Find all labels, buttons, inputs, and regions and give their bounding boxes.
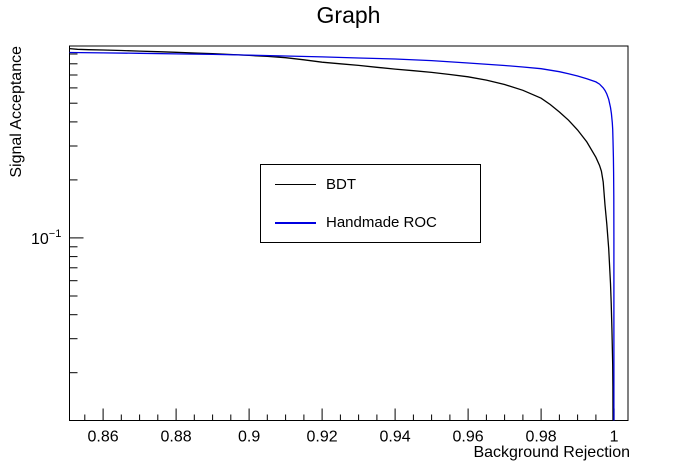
- legend-entry-handmade-roc: Handmade ROC: [261, 204, 480, 243]
- x-tick-label-0.96: 0.96: [453, 429, 484, 446]
- x-tick-label-0.94: 0.94: [380, 429, 411, 446]
- x-tick-label-0.92: 0.92: [307, 429, 338, 446]
- curves: [69, 47, 615, 421]
- legend-entry-bdt: BDT: [261, 165, 480, 204]
- curve-handmade-roc: [69, 51, 615, 421]
- x-tick-label-0.98: 0.98: [526, 429, 557, 446]
- legend-line-bdt: [275, 183, 316, 185]
- legend: BDT Handmade ROC: [260, 164, 481, 243]
- x-axis-title: Background Rejection: [473, 444, 630, 461]
- x-axis-ticks: [84, 408, 615, 421]
- legend-label-handmade-roc: Handmade ROC: [326, 214, 437, 232]
- legend-line-handmade-roc: [275, 222, 316, 224]
- x-tick-label-0.9: 0.9: [238, 429, 260, 446]
- legend-label-bdt: BDT: [326, 175, 356, 193]
- plot-frame: [69, 45, 629, 421]
- y-tick-label-0.1: 10−1: [31, 228, 61, 248]
- x-tick-label-0.88: 0.88: [161, 429, 192, 446]
- x-tick-label-1: 1: [610, 429, 619, 446]
- chart-title: Graph: [316, 2, 381, 28]
- curve-bdt: [69, 47, 614, 421]
- x-axis-tick-labels: 0.86 0.88 0.9 0.92 0.94 0.96 0.98 1: [88, 429, 619, 446]
- y-axis-ticks: [69, 53, 84, 374]
- x-tick-label-0.86: 0.86: [88, 429, 119, 446]
